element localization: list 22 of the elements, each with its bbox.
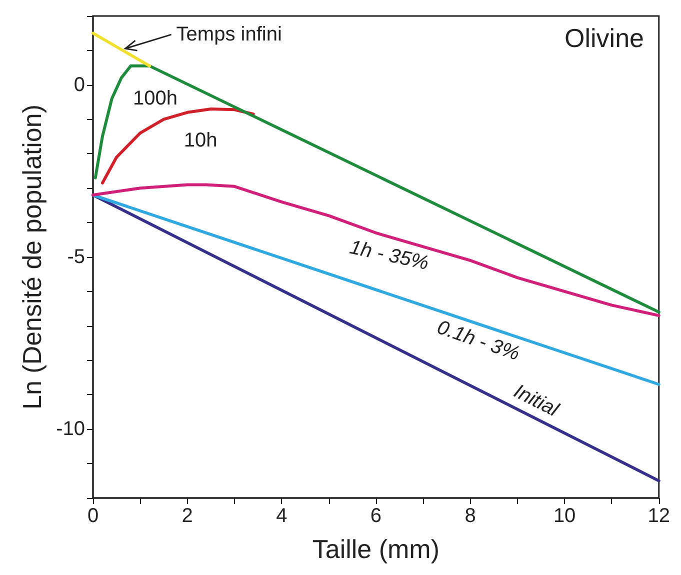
y-axis-title: Ln (Densité de population)	[17, 104, 48, 410]
series-label: 100h	[132, 88, 178, 110]
series-label: Temps infini	[176, 24, 282, 46]
line-series	[100, 107, 255, 184]
x-tick-label: 4	[276, 505, 288, 527]
line-series	[92, 183, 660, 318]
x-axis-title: Taille (mm)	[312, 534, 440, 564]
line-series	[94, 64, 660, 314]
y-tick-label: 0	[74, 74, 85, 96]
x-tick-label: 12	[648, 505, 670, 527]
y-tick-label: -5	[67, 246, 85, 268]
series-label: 10h	[184, 129, 218, 152]
x-tick-label: 10	[553, 505, 576, 527]
chart-title: Olivine	[564, 23, 644, 53]
y-tick-label: -10	[56, 418, 85, 440]
text: 0.1h - 3%	[434, 316, 522, 366]
x-tick-label: 0	[87, 505, 99, 527]
x-tick-label: 6	[370, 505, 382, 527]
text: 1h - 35%	[348, 236, 431, 275]
x-tick-label: 2	[182, 505, 193, 527]
text: Initial	[510, 380, 562, 422]
x-tick-label: 8	[464, 505, 476, 527]
